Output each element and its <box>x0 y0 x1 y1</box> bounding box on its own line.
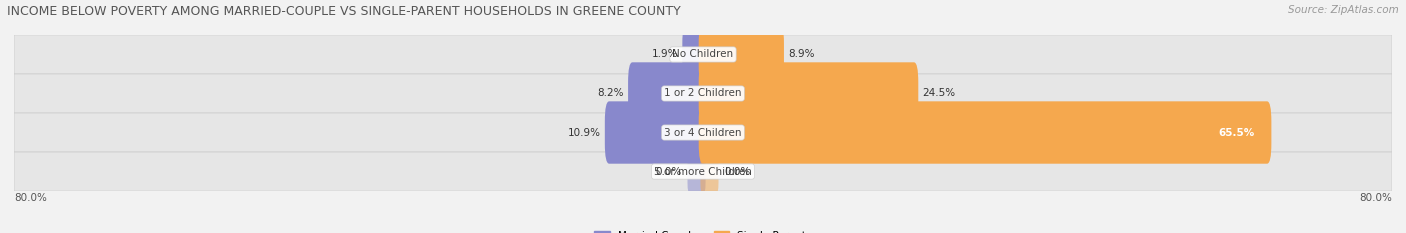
Text: No Children: No Children <box>672 49 734 59</box>
Text: 1 or 2 Children: 1 or 2 Children <box>664 89 742 99</box>
FancyBboxPatch shape <box>14 35 1392 74</box>
FancyBboxPatch shape <box>682 23 707 86</box>
Text: 8.9%: 8.9% <box>789 49 814 59</box>
FancyBboxPatch shape <box>14 74 1392 113</box>
FancyBboxPatch shape <box>699 62 918 125</box>
Legend: Married Couples, Single Parents: Married Couples, Single Parents <box>591 227 815 233</box>
Text: 0.0%: 0.0% <box>724 167 751 177</box>
FancyBboxPatch shape <box>699 101 1271 164</box>
Text: 3 or 4 Children: 3 or 4 Children <box>664 127 742 137</box>
FancyBboxPatch shape <box>699 23 785 86</box>
Text: INCOME BELOW POVERTY AMONG MARRIED-COUPLE VS SINGLE-PARENT HOUSEHOLDS IN GREENE : INCOME BELOW POVERTY AMONG MARRIED-COUPL… <box>7 5 681 18</box>
Text: Source: ZipAtlas.com: Source: ZipAtlas.com <box>1288 5 1399 15</box>
Text: 8.2%: 8.2% <box>598 89 624 99</box>
Text: 80.0%: 80.0% <box>14 193 46 203</box>
Text: 1.9%: 1.9% <box>651 49 678 59</box>
FancyBboxPatch shape <box>688 148 706 195</box>
Text: 80.0%: 80.0% <box>1360 193 1392 203</box>
FancyBboxPatch shape <box>14 113 1392 152</box>
FancyBboxPatch shape <box>14 152 1392 191</box>
FancyBboxPatch shape <box>700 148 718 195</box>
FancyBboxPatch shape <box>605 101 707 164</box>
Text: 10.9%: 10.9% <box>568 127 600 137</box>
Text: 65.5%: 65.5% <box>1218 127 1254 137</box>
Text: 24.5%: 24.5% <box>922 89 956 99</box>
FancyBboxPatch shape <box>628 62 707 125</box>
Text: 5 or more Children: 5 or more Children <box>654 167 752 177</box>
Text: 0.0%: 0.0% <box>655 167 682 177</box>
